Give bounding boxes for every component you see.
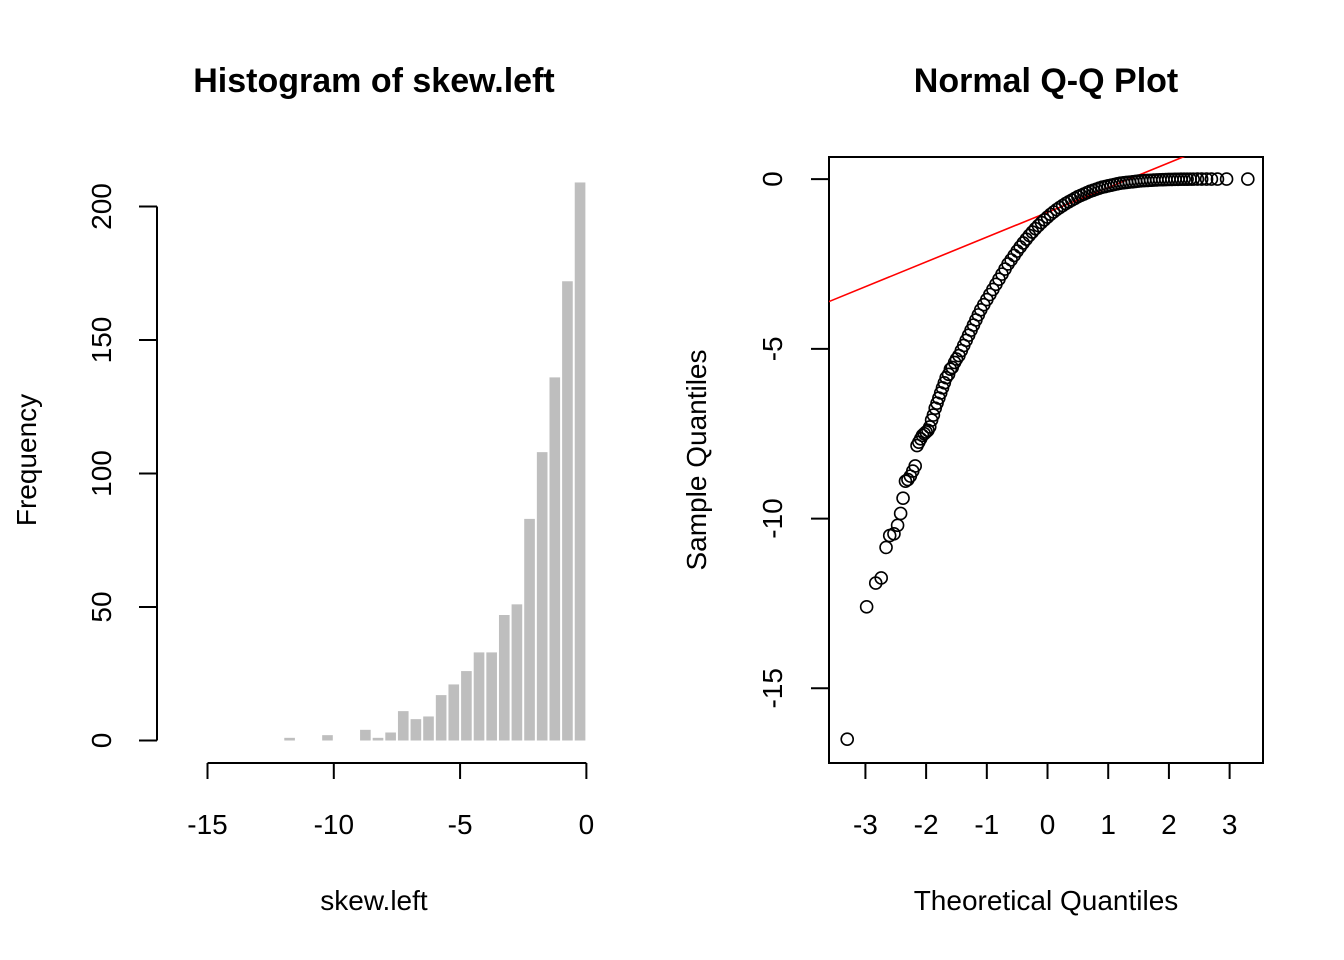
histogram-bar	[562, 281, 573, 741]
histogram-bars	[284, 182, 586, 741]
qq-x-tick-label: -3	[853, 809, 878, 840]
histogram-bar	[410, 719, 422, 741]
qq-point	[1199, 172, 1214, 186]
qq-point	[1016, 236, 1031, 250]
qq-point	[908, 459, 922, 473]
qq-point	[1194, 172, 1209, 186]
qq-point	[879, 540, 893, 555]
histogram-x-tick-label: -15	[187, 809, 227, 840]
qq-reference-line	[829, 157, 1186, 303]
qq-point	[1219, 172, 1234, 186]
histogram-x-axis-title: skew.left	[320, 885, 428, 916]
histogram-bar	[461, 671, 472, 741]
histogram-y-tick-label: 200	[86, 183, 117, 230]
qq-y-tick-label: -15	[757, 668, 788, 708]
histogram-bar	[397, 711, 409, 741]
histogram-bar	[435, 695, 447, 741]
histogram-bar	[486, 652, 497, 741]
histogram-bar	[284, 737, 295, 741]
histogram-bar	[322, 735, 333, 741]
qq-y-tick-label: -10	[757, 498, 788, 538]
qq-x-tick-label: -1	[974, 809, 999, 840]
histogram-title: Histogram of skew.left	[193, 62, 554, 100]
qq-point	[1204, 172, 1219, 186]
histogram-x-tick-label: 0	[579, 809, 595, 840]
qq-point	[893, 506, 908, 521]
qq-point	[1241, 172, 1255, 186]
histogram-x-tick-label: -5	[448, 809, 473, 840]
qq-points	[840, 172, 1255, 747]
qq-y-axis: 0 -5 -10 -15	[757, 171, 829, 709]
qq-plot-region	[829, 157, 1255, 747]
qq-point	[1210, 172, 1225, 186]
qq-y-tick-label: 0	[757, 171, 788, 187]
histogram-y-axis-title: Frequency	[11, 394, 42, 526]
qq-point	[859, 600, 874, 614]
histogram-bar	[448, 684, 460, 741]
histogram-bar	[511, 604, 523, 741]
qq-point	[939, 370, 953, 385]
qq-plot-title: Normal Q-Q Plot	[914, 62, 1178, 100]
histogram-bar	[473, 652, 485, 741]
histogram-bar	[372, 737, 384, 741]
qq-point	[943, 362, 958, 376]
qq-point	[896, 491, 910, 505]
histogram-y-tick-label: 100	[86, 450, 117, 497]
qq-plot-frame	[828, 156, 1264, 764]
histogram-x-tick-label: -10	[314, 809, 354, 840]
qq-point	[874, 571, 889, 585]
qq-point	[926, 408, 941, 422]
qq-x-tick-label: -2	[914, 809, 939, 840]
qq-plot-panel: Normal Q-Q Plot Theoretical Quantiles Sa…	[681, 62, 1264, 916]
qq-point	[922, 420, 937, 434]
histogram-y-tick-label: 0	[86, 733, 117, 749]
histogram-bar	[360, 729, 371, 741]
histogram-y-tick-label: 150	[86, 317, 117, 364]
qq-point	[1190, 172, 1205, 186]
qq-x-tick-label: 0	[1040, 809, 1056, 840]
qq-x-tick-label: 2	[1161, 809, 1177, 840]
qq-x-tick-label: 1	[1100, 809, 1116, 840]
qq-point	[1013, 240, 1028, 254]
qq-point	[887, 527, 901, 541]
qq-x-axis: -3 -2 -1 0 1 2 3	[853, 763, 1237, 840]
histogram-x-axis: -15 -10 -5 0	[187, 762, 595, 840]
qq-point	[840, 732, 855, 747]
histogram-y-tick-label: 50	[86, 591, 117, 622]
histogram-bar	[385, 732, 396, 741]
histogram-panel: Histogram of skew.left skew.left Frequen…	[11, 62, 594, 916]
qq-x-axis-title: Theoretical Quantiles	[914, 885, 1179, 916]
histogram-bar	[574, 182, 586, 741]
histogram-bar	[498, 615, 510, 741]
qq-point	[1186, 172, 1200, 186]
histogram-bar	[423, 716, 434, 741]
histogram-bar	[536, 452, 548, 741]
histogram-bar	[524, 518, 535, 741]
histogram-bar	[549, 377, 561, 741]
qq-x-tick-label: 3	[1222, 809, 1238, 840]
qq-y-tick-label: -5	[757, 336, 788, 361]
histogram-y-axis: 0 50 100 150 200	[86, 183, 158, 749]
qq-y-axis-title: Sample Quantiles	[681, 349, 712, 570]
